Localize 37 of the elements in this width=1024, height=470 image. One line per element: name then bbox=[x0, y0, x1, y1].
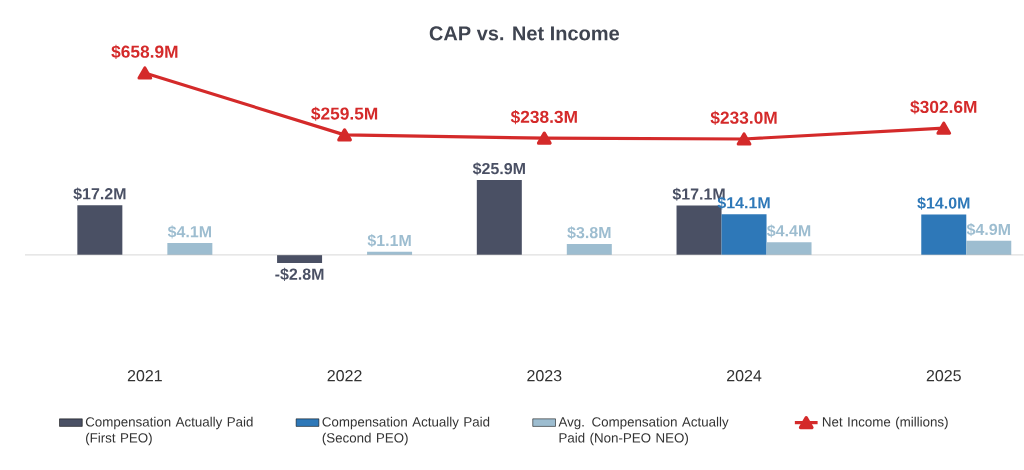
data-label: $3.8M bbox=[567, 226, 611, 240]
legend-label: Net Income (millions) bbox=[822, 416, 948, 430]
bar bbox=[766, 242, 812, 255]
point bbox=[736, 132, 752, 146]
legend-label: Compensation Actually Paid (First PEO) bbox=[85, 416, 253, 446]
point bbox=[536, 131, 552, 145]
data-label: $1.1M bbox=[367, 234, 411, 248]
data-label: $302.6M bbox=[910, 100, 977, 115]
x-tick-label: 2022 bbox=[327, 370, 362, 382]
point bbox=[137, 66, 153, 80]
data-label: $4.9M bbox=[966, 223, 1010, 237]
x-tick-label: 2021 bbox=[127, 370, 162, 382]
x-tick-label: 2024 bbox=[727, 370, 762, 382]
data-label: $14.0M bbox=[917, 196, 970, 210]
data-label: -$2.8M bbox=[275, 267, 324, 281]
bar bbox=[966, 240, 1012, 255]
point bbox=[936, 121, 952, 135]
point bbox=[337, 128, 352, 142]
data-label: $238.3M bbox=[510, 109, 577, 125]
data-label: $4.4M bbox=[767, 224, 811, 238]
bar bbox=[476, 179, 522, 255]
data-label: $259.5M bbox=[311, 106, 378, 121]
data-label: $233.0M bbox=[710, 110, 777, 125]
chart-title: CAP vs. Net Income bbox=[429, 26, 620, 41]
data-label: $25.9M bbox=[472, 162, 525, 176]
bar bbox=[77, 205, 123, 255]
legend-label: Avg. Compensation Actually Paid (Non-PEO NEO) bbox=[558, 416, 729, 446]
bar bbox=[566, 243, 612, 255]
bar bbox=[721, 214, 767, 255]
x-tick-label: 2025 bbox=[926, 370, 961, 382]
data-label: $658.9M bbox=[111, 44, 178, 59]
data-label: $4.1M bbox=[167, 225, 211, 239]
legend-label: Compensation Actually Paid (Second PEO) bbox=[322, 416, 490, 446]
bar bbox=[921, 214, 967, 255]
data-label: $17.2M bbox=[73, 187, 126, 201]
bar bbox=[167, 243, 213, 255]
x-tick-label: 2023 bbox=[527, 370, 562, 382]
